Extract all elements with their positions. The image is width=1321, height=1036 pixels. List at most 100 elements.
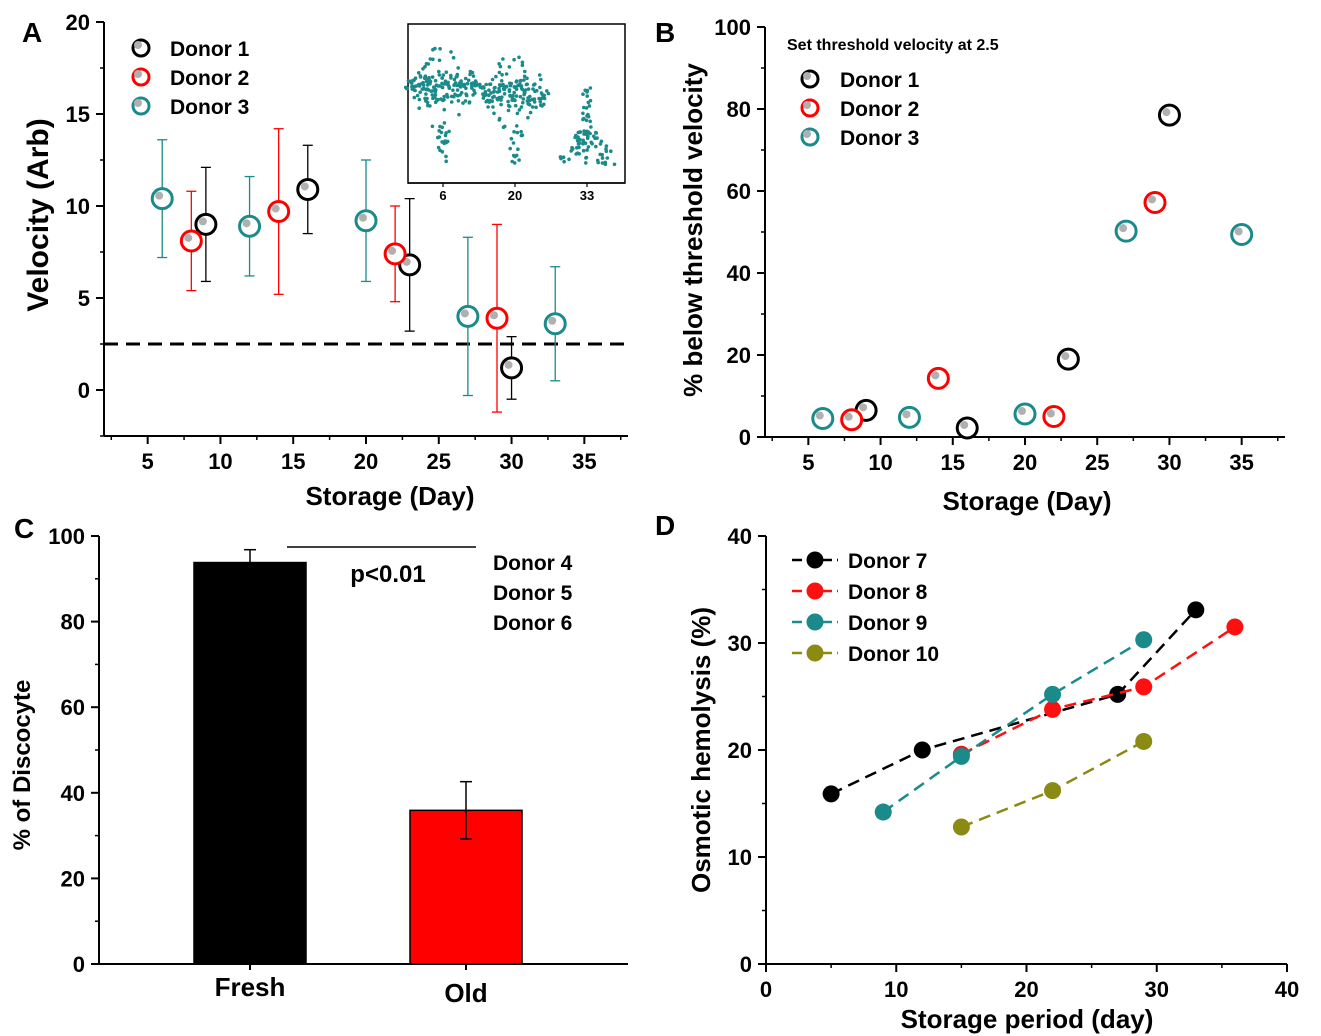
inset-point <box>457 112 461 117</box>
panel-b-xtick-label: 30 <box>1157 450 1181 475</box>
inset-point <box>506 108 511 113</box>
inset-point <box>455 72 460 77</box>
inset-point <box>589 140 593 145</box>
inset-point <box>575 138 580 143</box>
inset-point <box>518 79 523 83</box>
panel-b-ytick-label: 60 <box>727 179 751 204</box>
inset-point <box>453 92 457 97</box>
point-donor-1 <box>955 416 979 440</box>
inset-point <box>413 88 417 93</box>
inset-point <box>499 102 503 107</box>
point-donor-2-highlight <box>388 246 397 255</box>
point-donor-1 <box>500 356 524 380</box>
point-donor-9 <box>1044 685 1062 703</box>
point-donor-3-highlight <box>242 219 251 228</box>
inset-point <box>497 62 501 66</box>
inset-point <box>491 105 495 109</box>
inset-point <box>436 145 441 150</box>
inset-point <box>508 146 512 151</box>
point-donor-3 <box>354 209 378 233</box>
point-donor-3-highlight <box>1119 224 1128 233</box>
inset-point <box>604 144 609 148</box>
inset-point <box>581 117 585 122</box>
inset-point <box>514 87 519 91</box>
inset-point <box>531 83 536 87</box>
inset-point <box>584 161 588 165</box>
inset-point <box>497 86 501 91</box>
inset-point <box>444 154 448 159</box>
inset-point <box>561 155 566 159</box>
panel-c-legend-text-3: Donor 6 <box>493 612 572 635</box>
inset-point <box>446 80 450 85</box>
point-donor-2 <box>383 242 407 266</box>
inset-point <box>604 147 608 151</box>
panel-a-axes: 0 5 10 15 20 5 10 15 20 25 30 35 <box>66 10 628 474</box>
inset-point <box>502 92 507 96</box>
inset-point <box>439 130 444 135</box>
inset-point <box>497 70 502 75</box>
inset-point <box>430 75 435 79</box>
panel-d-xtick-label: 20 <box>1014 977 1038 1002</box>
inset-point <box>586 145 591 149</box>
inset-point <box>612 162 617 167</box>
inset-point <box>538 85 542 90</box>
inset-point <box>409 79 414 83</box>
inset-point <box>442 107 447 112</box>
panel-c-ylabel: % of Discocyte <box>9 680 36 851</box>
inset-point <box>512 130 516 134</box>
point-donor-2-highlight <box>490 311 498 320</box>
inset-point <box>484 82 489 87</box>
panel-c-ytick-label: 80 <box>61 610 85 635</box>
point-donor-3 <box>811 407 835 431</box>
inset-point <box>513 98 517 103</box>
inset-point <box>512 85 517 89</box>
inset-point <box>581 138 585 143</box>
panel-c-ytick-label: 20 <box>61 866 85 891</box>
inset-point <box>581 111 585 116</box>
point-donor-1-highlight <box>198 217 207 226</box>
inset-point <box>581 148 586 153</box>
inset-point <box>521 100 525 105</box>
inset-point <box>444 70 449 74</box>
inset-point <box>470 70 475 75</box>
inset-point <box>586 100 591 105</box>
inset-point <box>583 88 587 93</box>
inset-point <box>451 88 455 92</box>
inset-point <box>516 147 520 151</box>
inset-point <box>501 57 505 61</box>
point-donor-7 <box>913 741 931 759</box>
inset-point <box>438 47 442 51</box>
inset-point <box>466 78 471 83</box>
inset-point <box>432 85 436 89</box>
inset-point <box>504 72 509 76</box>
point-donor-2 <box>926 366 950 390</box>
inset-point <box>528 110 533 115</box>
point-donor-1-highlight <box>859 403 868 412</box>
panel-c-legend-text-1: Donor 4 <box>493 552 573 575</box>
inset-point <box>486 105 490 109</box>
point-donor-3-highlight <box>548 316 557 325</box>
xtick-label-old: Old <box>444 978 487 1008</box>
panel-d-ytick-label: 30 <box>728 631 752 656</box>
inset-point <box>425 100 430 105</box>
point-donor-1-highlight <box>1061 352 1070 361</box>
inset-point <box>418 74 423 78</box>
point-donor-2 <box>267 200 291 224</box>
inset-point <box>452 77 457 82</box>
inset-point <box>525 76 529 81</box>
panel-b-xtick-label: 20 <box>1013 450 1037 475</box>
xtick-label-fresh: Fresh <box>215 972 286 1002</box>
panel-a-xtick-label: 20 <box>354 449 378 474</box>
panel-a-ylabel: Velocity (Arb) <box>22 118 55 311</box>
point-donor-2-highlight <box>1046 409 1055 418</box>
panel-b-xtick-label: 35 <box>1229 450 1253 475</box>
inset-point <box>578 130 583 134</box>
panel-c-legend-text-2: Donor 5 <box>493 582 573 605</box>
inset-point <box>481 96 486 100</box>
inset-point <box>440 85 444 89</box>
inset-point <box>514 80 519 84</box>
inset-point <box>584 118 589 123</box>
inset-point <box>459 79 463 83</box>
panel-c-bars: Fresh Old <box>193 548 523 1008</box>
inset-point <box>433 87 438 92</box>
